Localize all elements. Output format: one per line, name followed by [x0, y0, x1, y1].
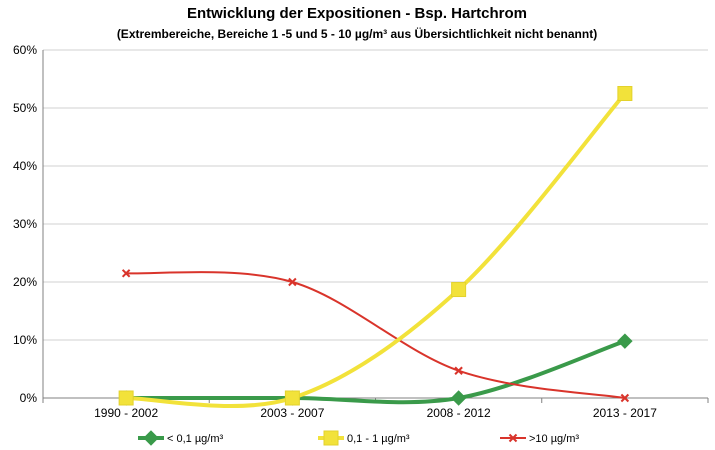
chart-title: Entwicklung der Expositionen - Bsp. Hart…: [187, 5, 527, 22]
data-point: [454, 366, 463, 375]
legend-marker: [508, 433, 518, 443]
y-tick-label: 50%: [13, 101, 37, 115]
x-tick-label: 2003 - 2007: [260, 406, 324, 420]
data-point: [617, 86, 633, 101]
legend-marker: [323, 430, 339, 446]
y-tick-label: 0%: [20, 391, 38, 405]
x-tick-label: 2008 - 2012: [427, 406, 491, 420]
y-tick-label: 10%: [13, 333, 37, 347]
y-tick-label: 40%: [13, 159, 37, 173]
x-tick-label: 2013 - 2017: [593, 406, 657, 420]
legend: < 0,1 µg/m³ 0,1 - 1 µg/m³ >10 µg/m³: [138, 430, 579, 446]
series-group: [118, 86, 633, 409]
legend-label: 0,1 - 1 µg/m³: [347, 433, 410, 445]
chart-subtitle: (Extrembereiche, Bereiche 1 -5 und 5 - 1…: [117, 26, 597, 41]
series-line: [124, 339, 627, 405]
data-point: [450, 390, 467, 406]
data-point: [620, 393, 630, 403]
data-point: [617, 333, 633, 349]
data-point: [451, 282, 467, 298]
y-tick-label: 20%: [13, 275, 37, 289]
x-tick-label: 1990 - 2002: [94, 406, 158, 420]
data-point: [121, 269, 131, 278]
data-point: [288, 277, 297, 287]
axes: 0% 10% 20% 30% 40% 50% 60% 1990 - 2002 2003 - 20…: [13, 43, 709, 420]
series-line: [124, 91, 627, 409]
gridlines: [43, 49, 708, 399]
legend-marker: [143, 430, 159, 446]
series-line: [125, 271, 626, 399]
data-point: [118, 390, 134, 406]
legend-label: >10 µg/m³: [529, 433, 579, 445]
y-tick-label: 30%: [13, 217, 37, 231]
y-tick-label: 60%: [13, 43, 37, 57]
data-point: [284, 390, 300, 406]
legend-label: < 0,1 µg/m³: [167, 433, 224, 445]
